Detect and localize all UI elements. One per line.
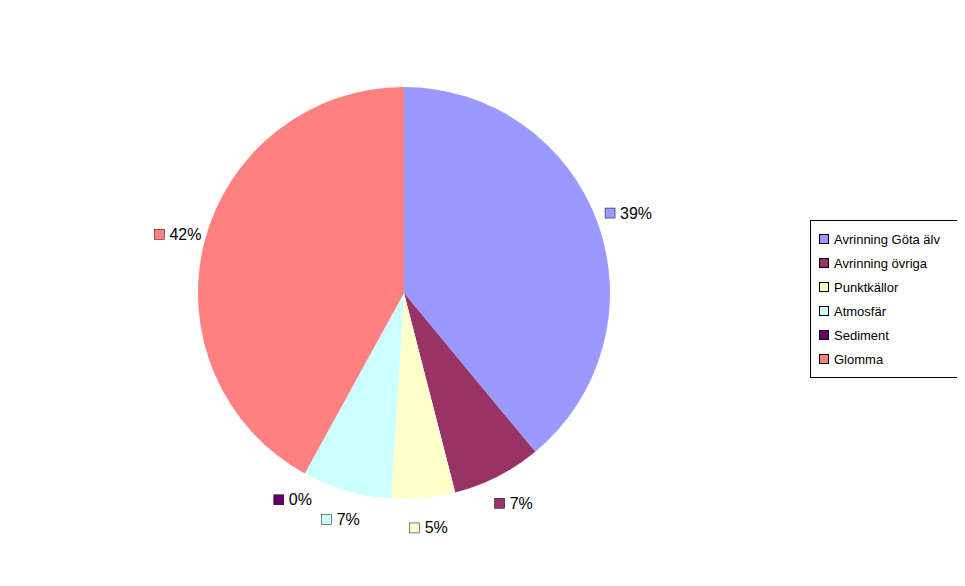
svg-text:39%: 39% (620, 205, 652, 222)
html-text:Atmosfär: Atmosfär (834, 303, 886, 319)
html-text:Sediment: Sediment (834, 327, 889, 343)
svg-text:5%: 5% (425, 519, 448, 536)
svg-text:42%: 42% (169, 226, 201, 243)
svg-text:7%: 7% (510, 495, 533, 512)
html-text:Avrinning Göta älv: Avrinning Göta älv (834, 231, 940, 247)
svg-text:7%: 7% (337, 511, 360, 528)
html-text:Glomma: Glomma (834, 351, 884, 367)
html-text:Punktkällor: Punktkällor (834, 279, 899, 295)
svg-text:0%: 0% (289, 491, 312, 508)
html-text:Avrinning övriga: Avrinning övriga (834, 255, 927, 271)
